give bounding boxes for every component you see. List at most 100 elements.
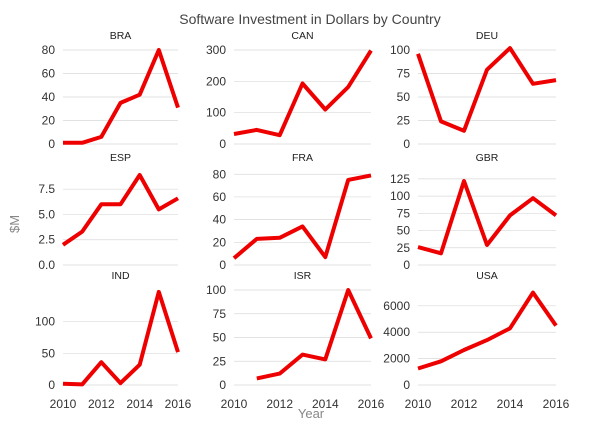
data-point — [80, 382, 84, 386]
data-point — [346, 288, 350, 292]
data-point — [323, 255, 327, 259]
y-tick-label: 50 — [397, 90, 411, 104]
panel-fra: 0 20 40 60 80 FRA — [213, 152, 373, 272]
data-point — [99, 202, 103, 206]
data-point — [138, 93, 142, 97]
data-point — [99, 135, 103, 139]
data-point — [554, 78, 558, 82]
y-tick-label: 0 — [403, 258, 410, 272]
data-point — [301, 224, 305, 228]
data-point — [232, 256, 236, 260]
series-line-usa — [417, 290, 558, 371]
data-point — [176, 106, 180, 110]
y-tick-label: 125 — [390, 172, 410, 186]
panel-ind: 0 50 100 IND 2010 2012 2014 2016 — [35, 270, 192, 411]
panels: 020406080BRA0100200300CAN0255075100DEU0.… — [35, 30, 570, 411]
series-line-deu — [416, 46, 557, 133]
panel-title-can: CAN — [291, 30, 313, 42]
y-tick-label: 0 — [219, 258, 226, 272]
data-point — [554, 213, 558, 217]
panel-title-ind: IND — [111, 270, 130, 282]
data-point — [61, 141, 65, 145]
data-point — [61, 243, 65, 247]
data-point — [416, 245, 420, 249]
x-tick-label: 2010 — [221, 397, 248, 411]
y-tick-label: 50 — [42, 346, 56, 360]
data-point — [485, 68, 489, 72]
data-point — [346, 85, 350, 89]
y-tick-label: 300 — [206, 43, 226, 57]
panel-bra: 0 20 40 60 80 BRA — [42, 30, 180, 151]
y-tick-label: 5.0 — [38, 207, 55, 221]
data-point — [255, 237, 259, 241]
data-point — [439, 251, 443, 255]
data-point — [485, 243, 489, 247]
chart-title: Software Investment in Dollars by Countr… — [179, 11, 440, 27]
data-point — [80, 141, 84, 145]
y-tick-label: 40 — [42, 90, 56, 104]
panel-title-usa: USA — [476, 270, 498, 282]
x-tick-label: 2016 — [543, 397, 570, 411]
y-tick-label: 75 — [397, 67, 411, 81]
y-tick-label: 0 — [48, 137, 55, 151]
series-line-ind — [62, 289, 180, 387]
panel-usa: 0 2000 4000 6000 USA 2010 2012 2014 2016 — [383, 270, 569, 411]
y-tick-label: 75 — [213, 307, 227, 321]
data-point — [369, 336, 373, 340]
panel-deu: 0 25 50 75 100 DEU — [390, 30, 558, 151]
data-point — [138, 173, 142, 177]
data-point — [369, 49, 373, 53]
x-axis-label: Year — [298, 406, 325, 421]
data-point — [462, 179, 466, 183]
data-point — [485, 338, 489, 342]
data-point — [462, 348, 466, 352]
y-tick-label: 50 — [213, 331, 227, 345]
data-point — [323, 108, 327, 112]
y-tick-label: 2.5 — [38, 233, 55, 247]
data-point — [232, 132, 236, 136]
y-tick-label: 20 — [213, 235, 227, 249]
y-tick-label: 50 — [397, 224, 411, 238]
data-point — [508, 46, 512, 50]
y-tick-label: 80 — [213, 167, 227, 181]
panel-esp: 0.0 2.5 5.0 7.5 ESP — [38, 152, 180, 272]
data-point — [531, 82, 535, 86]
data-point — [508, 213, 512, 217]
x-tick-label: 2014 — [126, 397, 153, 411]
y-tick-label: 40 — [213, 213, 227, 227]
y-tick-label: 60 — [213, 190, 227, 204]
y-tick-label: 6000 — [383, 299, 410, 313]
y-tick-label: 25 — [213, 354, 227, 368]
x-tick-label: 2014 — [312, 397, 339, 411]
y-tick-label: 2000 — [383, 352, 410, 366]
y-tick-label: 80 — [42, 43, 56, 57]
x-tick-label: 2012 — [266, 397, 293, 411]
y-tick-label: 100 — [390, 189, 410, 203]
data-point — [176, 196, 180, 200]
data-point — [346, 178, 350, 182]
data-point — [531, 291, 535, 295]
y-tick-label: 0 — [219, 378, 226, 392]
series-line-bra — [63, 48, 180, 145]
data-point — [119, 381, 123, 385]
x-tick-label: 2016 — [165, 397, 192, 411]
data-point — [369, 173, 373, 177]
data-point — [416, 367, 420, 371]
y-tick-label: 4000 — [383, 325, 410, 339]
y-tick-label: 0.0 — [38, 258, 55, 272]
x-tick-label: 2010 — [50, 397, 77, 411]
data-point — [99, 360, 103, 364]
data-point — [176, 350, 180, 354]
x-tick-label: 2012 — [88, 397, 115, 411]
y-tick-label: 75 — [397, 206, 411, 220]
y-tick-label: 25 — [397, 114, 411, 128]
y-axis-label: $M — [7, 215, 22, 233]
series-line-fra — [232, 173, 372, 260]
panel-isr: 0 25 50 75 100 ISR 2010 2012 2014 2016 — [206, 270, 385, 411]
data-point — [119, 101, 123, 105]
data-point — [301, 82, 305, 86]
data-point — [462, 129, 466, 133]
panel-title-fra: FRA — [292, 152, 313, 164]
y-tick-label: 7.5 — [38, 182, 55, 196]
data-point — [554, 324, 558, 328]
